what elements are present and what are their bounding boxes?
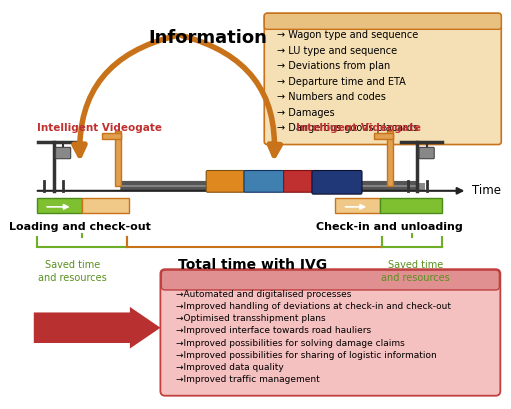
FancyBboxPatch shape <box>312 171 362 194</box>
Bar <box>37 198 82 213</box>
Text: Intelligent Videogate: Intelligent Videogate <box>296 124 421 133</box>
Bar <box>102 133 121 139</box>
Bar <box>335 198 380 213</box>
Text: →Improved possibilities for sharing of logistic information: →Improved possibilities for sharing of l… <box>176 351 437 360</box>
Text: → Dangerous goods placards: → Dangerous goods placards <box>276 124 417 133</box>
FancyBboxPatch shape <box>264 13 501 144</box>
Text: Saved time
and resources: Saved time and resources <box>38 260 107 283</box>
Text: → LU type and sequence: → LU type and sequence <box>276 45 397 56</box>
FancyBboxPatch shape <box>56 147 71 159</box>
FancyBboxPatch shape <box>244 171 285 192</box>
FancyBboxPatch shape <box>160 269 500 396</box>
FancyBboxPatch shape <box>206 171 245 192</box>
Bar <box>374 133 392 139</box>
Text: Intelligent Videogate: Intelligent Videogate <box>36 124 161 133</box>
Text: Saved time
and resources: Saved time and resources <box>381 260 450 283</box>
Text: → Numbers and codes: → Numbers and codes <box>276 92 385 102</box>
Text: → Wagon type and sequence: → Wagon type and sequence <box>276 30 418 40</box>
Text: Information: Information <box>148 29 267 47</box>
Text: → Damages: → Damages <box>276 108 334 118</box>
Text: → Departure time and ETA: → Departure time and ETA <box>276 77 405 87</box>
FancyBboxPatch shape <box>161 270 499 290</box>
Bar <box>82 198 129 213</box>
Text: →Automated and digitalised processes: →Automated and digitalised processes <box>176 290 352 299</box>
Text: → Deviations from plan: → Deviations from plan <box>276 61 390 71</box>
FancyArrowPatch shape <box>34 307 160 348</box>
Text: →Improved handling of deviations at check-in and check-out: →Improved handling of deviations at chec… <box>176 302 451 311</box>
Bar <box>387 131 392 186</box>
Text: →Improved interface towards road hauliers: →Improved interface towards road haulier… <box>176 326 371 335</box>
FancyBboxPatch shape <box>264 13 501 29</box>
Text: Loading and check-out: Loading and check-out <box>9 222 151 231</box>
Text: →Optimised transshipment plans: →Optimised transshipment plans <box>176 315 326 324</box>
Text: Total time with IVG: Total time with IVG <box>178 258 328 272</box>
FancyBboxPatch shape <box>284 171 313 192</box>
FancyBboxPatch shape <box>419 147 434 159</box>
Text: →Improved data quality: →Improved data quality <box>176 363 284 372</box>
Text: →Improved traffic management: →Improved traffic management <box>176 375 320 384</box>
Bar <box>115 131 121 186</box>
Bar <box>380 198 442 213</box>
Text: →Improved possibilities for solving damage claims: →Improved possibilities for solving dama… <box>176 339 405 348</box>
Text: Check-in and unloading: Check-in and unloading <box>316 222 463 231</box>
Text: Time: Time <box>472 184 501 197</box>
